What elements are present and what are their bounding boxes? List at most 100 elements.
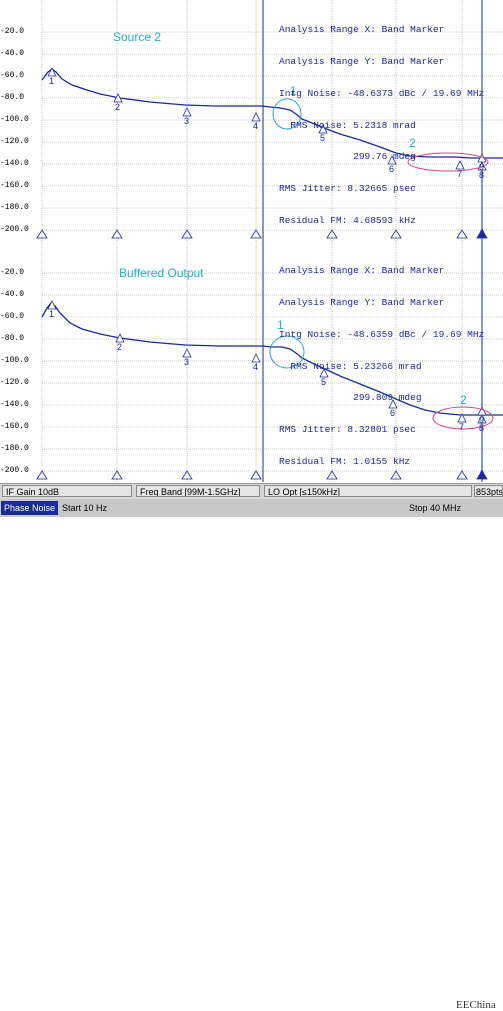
axis-triangle [456, 470, 468, 480]
y-tick-label: -120.0 [0, 378, 29, 387]
info-line: Analysis Range X: Band Marker [279, 265, 445, 277]
marker-triangle[interactable] [251, 112, 261, 122]
marker-triangle[interactable] [182, 107, 192, 117]
y-tick-label: -40.0 [0, 290, 25, 299]
axis-triangle [250, 229, 262, 239]
info-line: Residual FM: 1.0155 kHz [279, 455, 411, 467]
freq-band-field[interactable]: Freq Band [99M-1.5GHz] [136, 485, 260, 497]
marker-triangle[interactable] [318, 124, 328, 134]
start-frequency[interactable]: Start 10 Hz [62, 503, 108, 513]
marker-triangle[interactable] [457, 413, 467, 423]
y-tick-label: -20.0 [0, 268, 25, 277]
info-line: RMS Jitter: 8.32801 psec [279, 424, 416, 436]
marker-label-7: 7 [459, 422, 465, 432]
marker-label-5: 5 [320, 133, 326, 143]
axis-triangle [181, 470, 193, 480]
marker-label-4: 4 [253, 362, 259, 372]
y-tick-label: -80.0 [0, 93, 25, 102]
chart-title: Source 2 [113, 30, 162, 44]
y-tick-label: -100.0 [0, 115, 29, 124]
marker-label-2: 2 [117, 342, 123, 352]
axis-triangle [326, 470, 338, 480]
axis-triangle [390, 229, 402, 239]
marker-label-3: 3 [184, 116, 190, 126]
axis-triangle [111, 470, 123, 480]
marker-triangle[interactable] [387, 155, 397, 165]
info-line: Analysis Range Y: Band Marker [279, 55, 445, 67]
marker-label-2: 2 [115, 102, 121, 112]
chart-plot-buffered [0, 241, 503, 482]
marker-label-6: 6 [389, 164, 395, 174]
highlight-ellipse [269, 335, 305, 369]
y-tick-label: -140.0 [0, 159, 29, 168]
highlight-ellipse [407, 152, 489, 172]
y-tick-label: -80.0 [0, 334, 25, 343]
callout-1: 1 [277, 318, 284, 332]
phase-noise-tab[interactable]: Phase Noise [1, 501, 59, 515]
y-tick-label: -200.0 [0, 225, 29, 234]
info-line: Intg Noise: -48.6359 dBc / 19.69 MHz [279, 328, 485, 340]
axis-triangle [36, 229, 48, 239]
marker-label-8: 8 [479, 423, 485, 433]
marker-triangle[interactable] [47, 300, 57, 310]
callout-2: 2 [409, 136, 416, 150]
marker-label-8: 8 [479, 170, 485, 180]
axis-triangle [111, 229, 123, 239]
y-tick-label: -20.0 [0, 27, 25, 36]
chart-title: Buffered Output [119, 266, 204, 280]
y-tick-label: -180.0 [0, 444, 29, 453]
marker-label-3: 3 [184, 357, 190, 367]
plot-background [0, 241, 503, 482]
marker-triangle[interactable] [319, 368, 329, 378]
band-marker-triangle[interactable] [477, 228, 487, 238]
axis-triangle [181, 229, 193, 239]
axis-triangle [36, 470, 48, 480]
marker-label-6: 6 [390, 408, 396, 418]
bottom-bar: Phase Noise Start 10 Hz Stop 40 MHz EECh… [0, 499, 503, 1011]
stop-frequency[interactable]: Stop 40 MHz [409, 503, 462, 513]
marker-triangle[interactable] [388, 399, 398, 409]
callout-2: 2 [460, 393, 467, 407]
trace-line [41, 302, 503, 416]
marker-triangle[interactable] [251, 353, 261, 363]
marker-triangle[interactable] [115, 333, 125, 343]
y-tick-label: -180.0 [0, 203, 29, 212]
y-tick-label: -120.0 [0, 137, 29, 146]
marker-triangle[interactable] [477, 406, 487, 416]
y-tick-label: -160.0 [0, 422, 29, 431]
info-line: Residual FM: 4.68593 kHz [279, 214, 416, 226]
marker-label-9: 9 [479, 415, 485, 425]
y-tick-label: -40.0 [0, 49, 25, 58]
y-tick-label: -60.0 [0, 312, 25, 321]
marker-triangle[interactable] [182, 348, 192, 358]
highlight-ellipse [432, 406, 494, 430]
marker-label-7: 7 [457, 169, 463, 179]
highlight-ellipse [272, 98, 302, 130]
info-line: RMS Noise: 5.23266 mrad [279, 360, 422, 372]
y-tick-label: -60.0 [0, 71, 25, 80]
marker-triangle[interactable] [47, 67, 57, 77]
chart-panel-buffered: Buffered Output 1 2 Analysis Range X: Ba… [0, 241, 503, 482]
plot-background [0, 0, 503, 241]
info-line: Intg Noise: -48.6373 dBc / 19.69 MHz [279, 87, 485, 99]
axis-triangle [250, 470, 262, 480]
axis-triangle [390, 470, 402, 480]
info-line: RMS Jitter: 8.32665 psec [279, 183, 416, 195]
marker-triangle[interactable] [455, 160, 465, 170]
trace-line [41, 68, 503, 159]
marker-triangle[interactable] [113, 93, 123, 103]
info-line: 299.809 mdeg [279, 392, 422, 404]
if-gain-field[interactable]: IF Gain 10dB [2, 485, 132, 497]
info-line: Analysis Range Y: Band Marker [279, 296, 445, 308]
marker-triangle[interactable] [477, 414, 487, 424]
band-marker-triangle[interactable] [477, 469, 487, 479]
marker-label-1: 1 [49, 309, 55, 319]
lo-opt-field[interactable]: LO Opt [≤150kHz] [264, 485, 472, 497]
info-line: Analysis Range X: Band Marker [279, 24, 445, 36]
analysis-info: Analysis Range X: Band Marker Analysis R… [279, 245, 484, 489]
marker-label-5: 5 [321, 377, 327, 387]
info-line: RMS Noise: 5.2318 mrad [279, 119, 416, 131]
watermark: EEChina [456, 999, 496, 1011]
y-tick-label: -200.0 [0, 466, 29, 475]
